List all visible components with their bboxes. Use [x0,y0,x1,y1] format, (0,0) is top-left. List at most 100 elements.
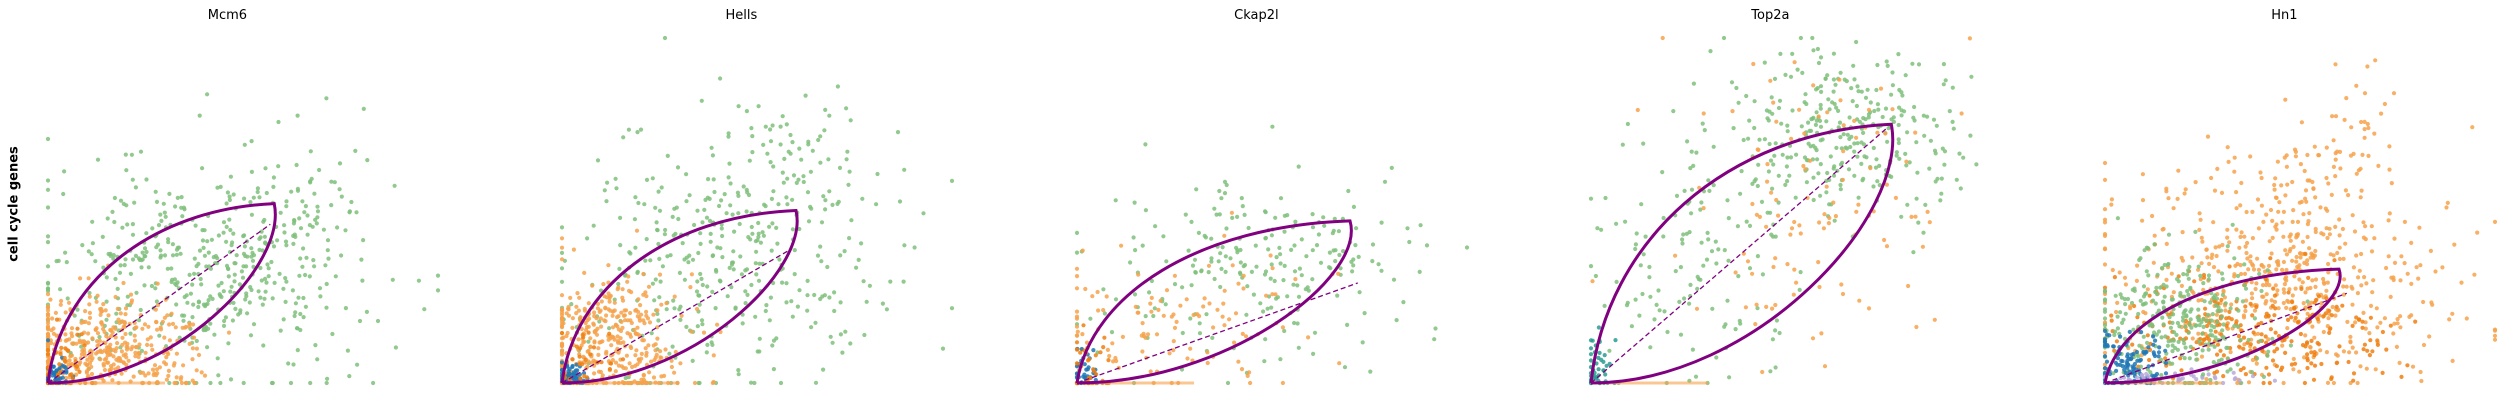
scatter-point [647,370,652,375]
scatter-point [1687,230,1692,235]
scatter-point [1273,292,1278,297]
scatter-point [2201,272,2207,278]
scatter-point [1951,126,1956,131]
scatter-point [921,211,926,216]
scatter-point [80,339,85,344]
scatter-point [614,323,619,328]
scatter-point [629,345,634,351]
panels-group: Mcm6 Hells Ckap2l Top2a Hn1 [45,8,2498,386]
scatter-point [102,329,107,334]
scatter-point [718,279,723,284]
scatter-point [619,319,624,324]
scatter-point [2312,335,2317,340]
scatter-point [1336,271,1341,276]
scatter-point [2102,298,2108,303]
scatter-point [576,308,582,313]
scatter-point [2220,242,2225,248]
scatter-point [1877,183,1882,188]
scatter-point [2294,254,2299,260]
scatter-point [2267,380,2272,386]
scatter-point [1706,178,1711,183]
scatter-point [1702,128,1707,133]
scatter-point [259,278,264,283]
scatter-point [1914,140,1919,145]
scatter-point [1795,67,1800,72]
scatter-point [1819,331,1824,336]
scatter-point [208,380,213,386]
scatter-point [2342,277,2347,282]
scatter-point [2258,170,2263,175]
scatter-point [1297,266,1302,271]
scatter-point [726,175,731,180]
scatter-point [2233,376,2238,381]
scatter-point [785,176,790,181]
scatter-point [1868,166,1873,171]
scatter-point [2146,273,2151,278]
scatter-point [2264,365,2269,370]
scatter-point [1280,325,1285,330]
scatter-point [795,304,801,309]
scatter-point [577,295,582,300]
scatter-point [1245,373,1250,378]
scatter-point [2356,275,2361,280]
scatter-point [771,164,776,169]
scatter-point [324,281,329,287]
scatter-point [174,351,179,356]
scatter-point [2157,345,2162,350]
scatter-point [2236,308,2241,313]
scatter-point [86,331,91,336]
scatter-point [2295,232,2301,237]
scatter-point [1760,369,1765,375]
scatter-point [2492,219,2498,224]
scatter-point [2338,166,2343,171]
scatter-point [1825,73,1830,78]
scatter-point [1464,245,1470,250]
scatter-point [1859,140,1864,145]
scatter-point [2238,263,2243,268]
scatter-point [269,259,274,265]
scatter-point [1815,46,1820,52]
scatter-point [266,274,271,279]
scatter-point [2270,336,2275,341]
scatter-point [2232,272,2237,277]
scatter-point [117,270,123,275]
scatter-point [116,356,121,361]
scatter-point [2216,305,2221,310]
scatter-point [2219,357,2224,362]
scatter-point [702,207,707,212]
scatter-point [270,296,275,301]
scatter-point [601,282,606,287]
scatter-point [813,380,819,385]
scatter-point [2171,338,2176,343]
scatter-point [2305,356,2310,361]
scatter-point [261,343,266,348]
scatter-point [2243,244,2248,249]
scatter-point [1755,254,1760,259]
scatter-point [2238,234,2243,239]
scatter-point [1590,338,1595,343]
panel-hn1: Hn1 [2102,8,2498,386]
scatter-point [612,297,617,302]
scatter-point [2179,368,2184,373]
scatter-point [803,93,808,98]
scatter-point [2379,111,2384,116]
scatter-point [1693,374,1699,379]
scatter-point [1139,333,1144,338]
scatter-point [138,307,143,313]
scatter-point [295,326,300,331]
scatter-point [180,325,185,330]
scatter-point [2306,219,2311,224]
scatter-point [201,326,206,332]
scatter-point [2138,298,2143,303]
scatter-point [232,261,237,266]
scatter-point [1351,257,1356,262]
scatter-point [689,329,694,334]
scatter-point [730,212,735,217]
scatter-point [1088,316,1093,321]
scatter-point [2290,258,2295,263]
scatter-point [1856,89,1861,94]
scatter-point [2243,372,2248,377]
scatter-point [2242,262,2247,267]
scatter-point [2104,359,2110,364]
scatter-point [83,319,88,324]
